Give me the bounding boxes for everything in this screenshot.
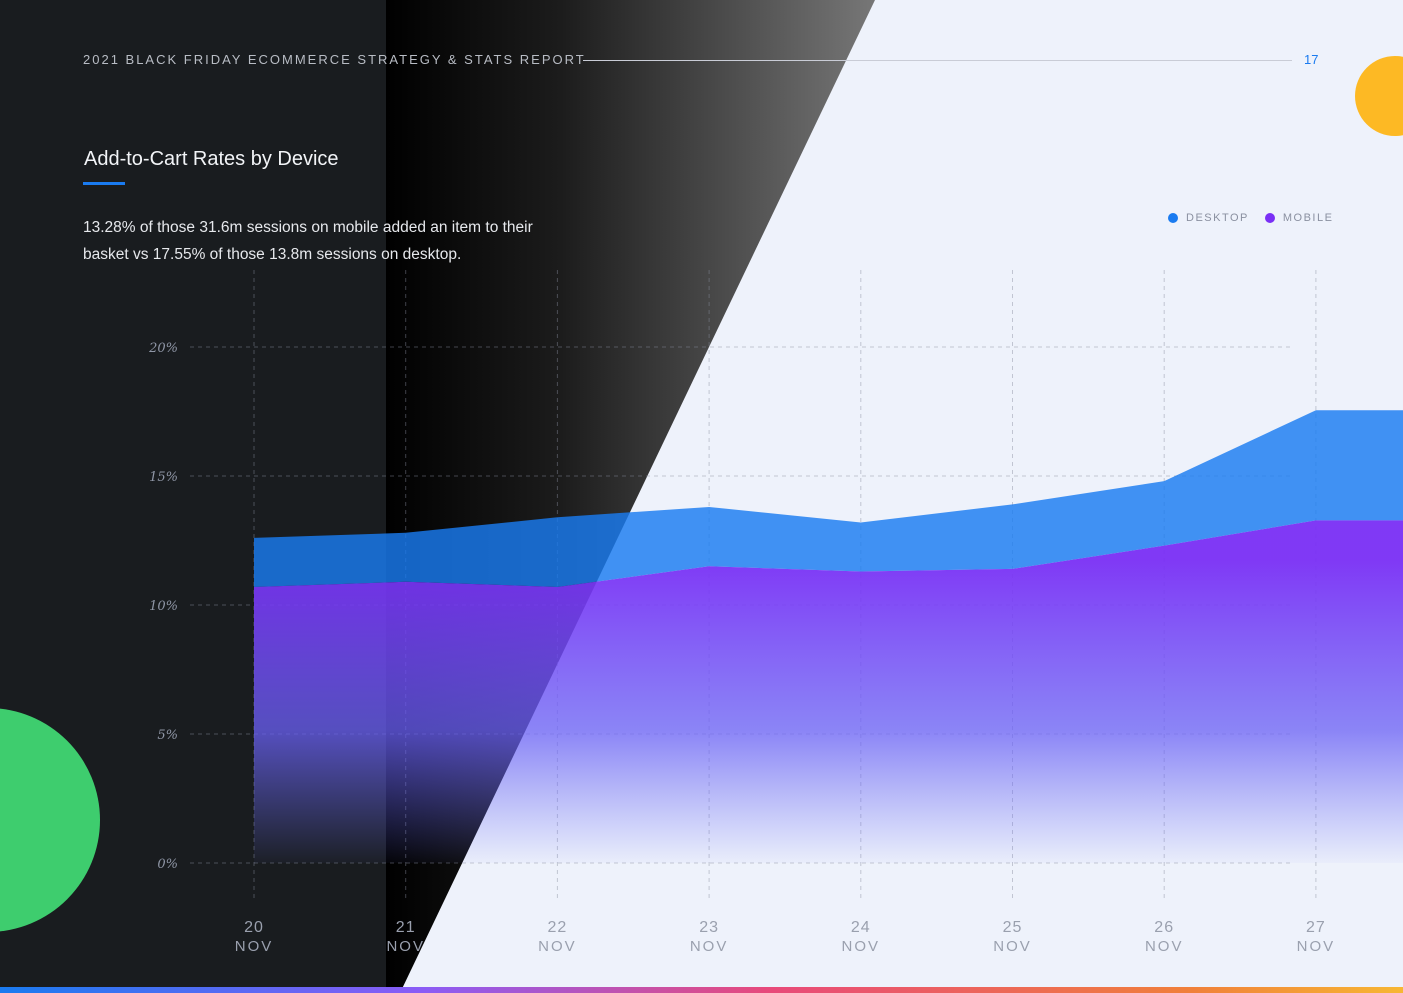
x-tick-month: NOV (993, 938, 1032, 955)
x-tick-month: NOV (690, 938, 729, 955)
x-tick-day: 25 (1003, 919, 1023, 936)
x-axis-ticks: 20 NOV 21 NOV 22 NOV 23 NOV 24 NOV 25 NOV 26 NOV 27 NOV (235, 919, 1336, 955)
page-number: 17 (1304, 52, 1319, 67)
x-tick-day: 23 (699, 919, 719, 936)
chart-description: 13.28% of those 31.6m sessions on mobile… (83, 219, 533, 263)
series-areas (254, 410, 1403, 863)
x-tick-day: 26 (1154, 919, 1174, 936)
legend-dot-mobile (1264, 213, 1275, 223)
bottom-gradient-bar (0, 987, 1403, 993)
y-tick-label: 15% (149, 470, 178, 485)
legend-item-desktop: DESKTOP (1168, 212, 1249, 224)
yellow-circle-decoration (1355, 56, 1403, 136)
chart-legend: DESKTOP MOBILE (1168, 212, 1333, 224)
x-tick-day: 27 (1306, 919, 1326, 936)
x-tick-day: 21 (396, 919, 416, 936)
legend-item-mobile: MOBILE (1264, 212, 1334, 224)
y-tick-label: 5% (157, 728, 178, 743)
legend-dot-desktop (1168, 213, 1178, 223)
x-tick-month: NOV (235, 938, 274, 955)
header-divider (583, 60, 1292, 61)
chart-title: Add-to-Cart Rates by Device (84, 148, 339, 170)
legend-label-mobile: MOBILE (1282, 212, 1334, 224)
desktop-area (254, 410, 1403, 587)
x-tick-month: NOV (538, 938, 577, 955)
y-tick-label: 20% (148, 341, 178, 356)
x-tick-month: NOV (386, 938, 425, 955)
report-title: 2021 BLACK FRIDAY ECOMMERCE STRATEGY & S… (83, 52, 586, 67)
x-tick-day: 20 (244, 919, 264, 936)
x-tick-month: NOV (1145, 938, 1184, 955)
green-circle-decoration (0, 708, 100, 932)
mobile-area (254, 520, 1403, 863)
x-tick-month: NOV (1297, 938, 1336, 955)
y-tick-label: 10% (149, 599, 178, 614)
x-tick-day: 24 (851, 919, 871, 936)
x-tick-month: NOV (842, 938, 881, 955)
y-tick-label: 0% (157, 857, 178, 872)
title-underline (83, 182, 125, 185)
x-tick-day: 22 (548, 919, 568, 936)
legend-label-desktop: DESKTOP (1186, 212, 1249, 224)
y-axis-ticks: 0% 5% 10% 15% 20% (148, 341, 178, 872)
